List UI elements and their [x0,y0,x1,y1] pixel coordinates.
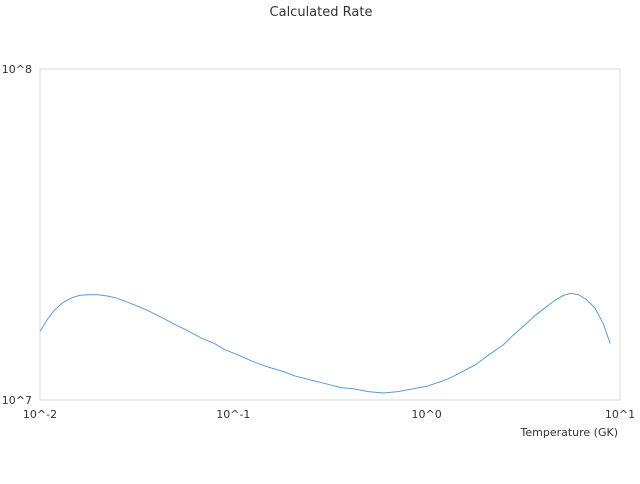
series-group [39,292,611,394]
y-axis-ticks: 10^7 10^8 [2,63,32,407]
x-tick-label: 10^-2 [23,408,57,421]
y-tick-label: 10^8 [2,63,32,76]
x-axis-ticks: 10^-2 10^-1 10^0 10^1 [23,408,635,421]
x-tick-label: 10^-1 [216,408,250,421]
plot-area [39,68,621,401]
x-tick-label: 10^1 [605,408,635,421]
y-tick-label: 10^7 [2,394,32,407]
series-line [39,292,611,394]
chart-title: Calculated Rate [270,5,373,20]
x-axis-label: Temperature (GK) [520,426,619,439]
x-tick-label: 10^0 [412,408,442,421]
